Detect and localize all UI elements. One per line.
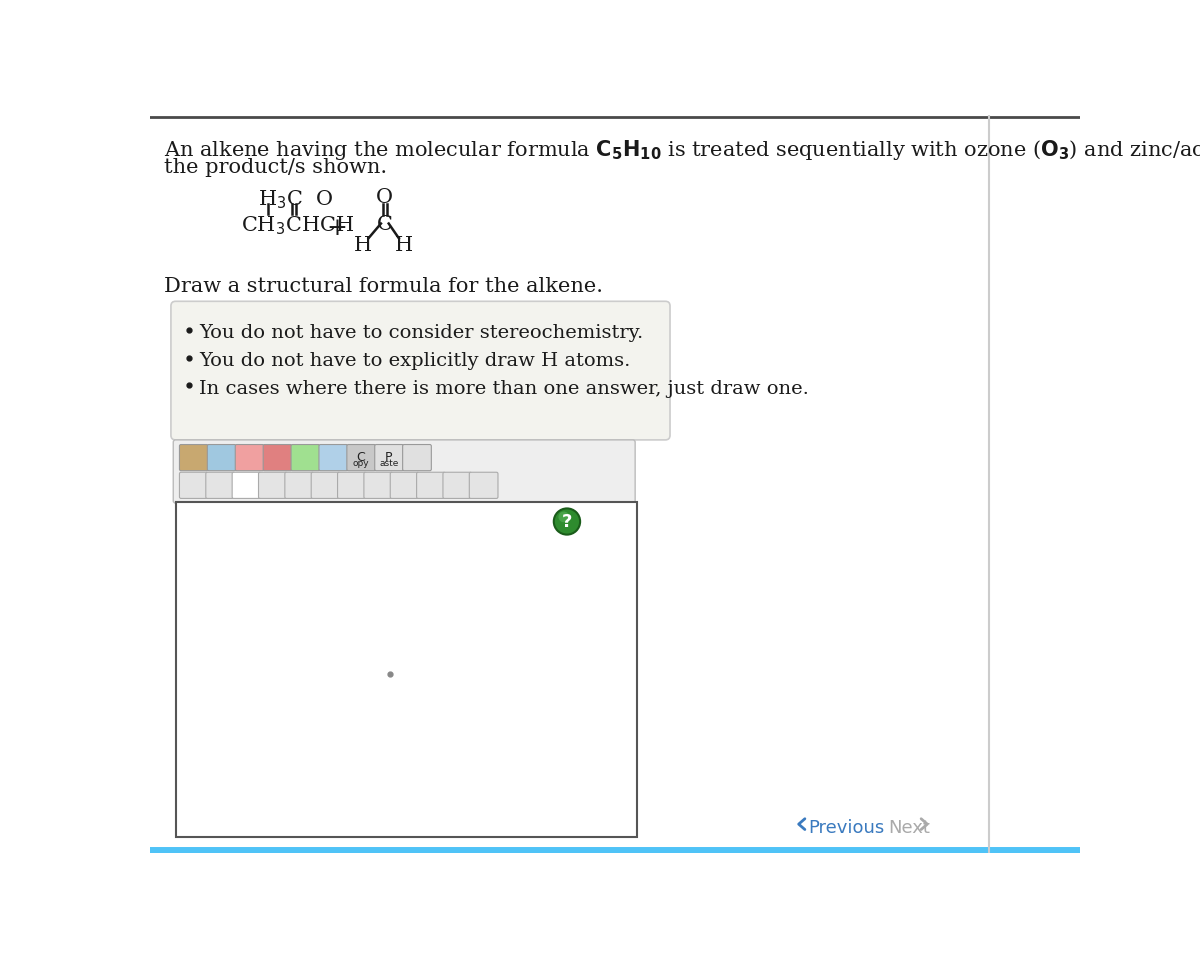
Text: Draw a structural formula for the alkene.: Draw a structural formula for the alkene… <box>164 277 602 296</box>
FancyBboxPatch shape <box>337 472 366 498</box>
Text: In cases where there is more than one answer, just draw one.: In cases where there is more than one an… <box>199 379 809 398</box>
Text: CH$_3$CHCH: CH$_3$CHCH <box>241 215 354 237</box>
FancyBboxPatch shape <box>235 445 264 470</box>
Text: An alkene having the molecular formula $\mathbf{C_5H_{10}}$ is treated sequentia: An alkene having the molecular formula $… <box>164 138 1200 162</box>
Text: You do not have to explicitly draw H atoms.: You do not have to explicitly draw H ato… <box>199 353 630 370</box>
Text: H: H <box>395 236 413 255</box>
FancyBboxPatch shape <box>170 302 670 440</box>
FancyBboxPatch shape <box>292 445 319 470</box>
Text: ?: ? <box>562 513 572 532</box>
Text: opy: opy <box>353 459 370 468</box>
FancyBboxPatch shape <box>206 472 234 498</box>
FancyBboxPatch shape <box>173 440 635 503</box>
FancyBboxPatch shape <box>374 445 403 470</box>
Text: You do not have to consider stereochemistry.: You do not have to consider stereochemis… <box>199 325 643 342</box>
Text: O: O <box>377 188 394 207</box>
FancyBboxPatch shape <box>390 472 419 498</box>
FancyBboxPatch shape <box>284 472 313 498</box>
Text: Next: Next <box>888 819 930 836</box>
FancyBboxPatch shape <box>443 472 472 498</box>
FancyBboxPatch shape <box>208 445 236 470</box>
FancyBboxPatch shape <box>263 445 292 470</box>
FancyBboxPatch shape <box>180 472 208 498</box>
FancyBboxPatch shape <box>347 445 376 470</box>
Text: P: P <box>385 450 392 464</box>
Text: C: C <box>356 450 365 464</box>
FancyBboxPatch shape <box>416 472 445 498</box>
Text: the product/s shown.: the product/s shown. <box>164 158 388 177</box>
Bar <box>175 502 637 837</box>
Text: H: H <box>354 236 372 255</box>
Text: +: + <box>326 217 347 240</box>
FancyBboxPatch shape <box>364 472 392 498</box>
Text: C: C <box>377 215 392 234</box>
Circle shape <box>553 509 580 535</box>
FancyBboxPatch shape <box>180 445 208 470</box>
FancyBboxPatch shape <box>403 445 431 470</box>
FancyBboxPatch shape <box>469 472 498 498</box>
FancyBboxPatch shape <box>319 445 348 470</box>
Text: Previous: Previous <box>808 819 884 836</box>
FancyBboxPatch shape <box>311 472 340 498</box>
FancyBboxPatch shape <box>232 472 260 498</box>
Text: aste: aste <box>379 459 398 468</box>
Text: H$_3$C  O: H$_3$C O <box>258 188 334 211</box>
Circle shape <box>558 512 569 522</box>
FancyBboxPatch shape <box>258 472 287 498</box>
